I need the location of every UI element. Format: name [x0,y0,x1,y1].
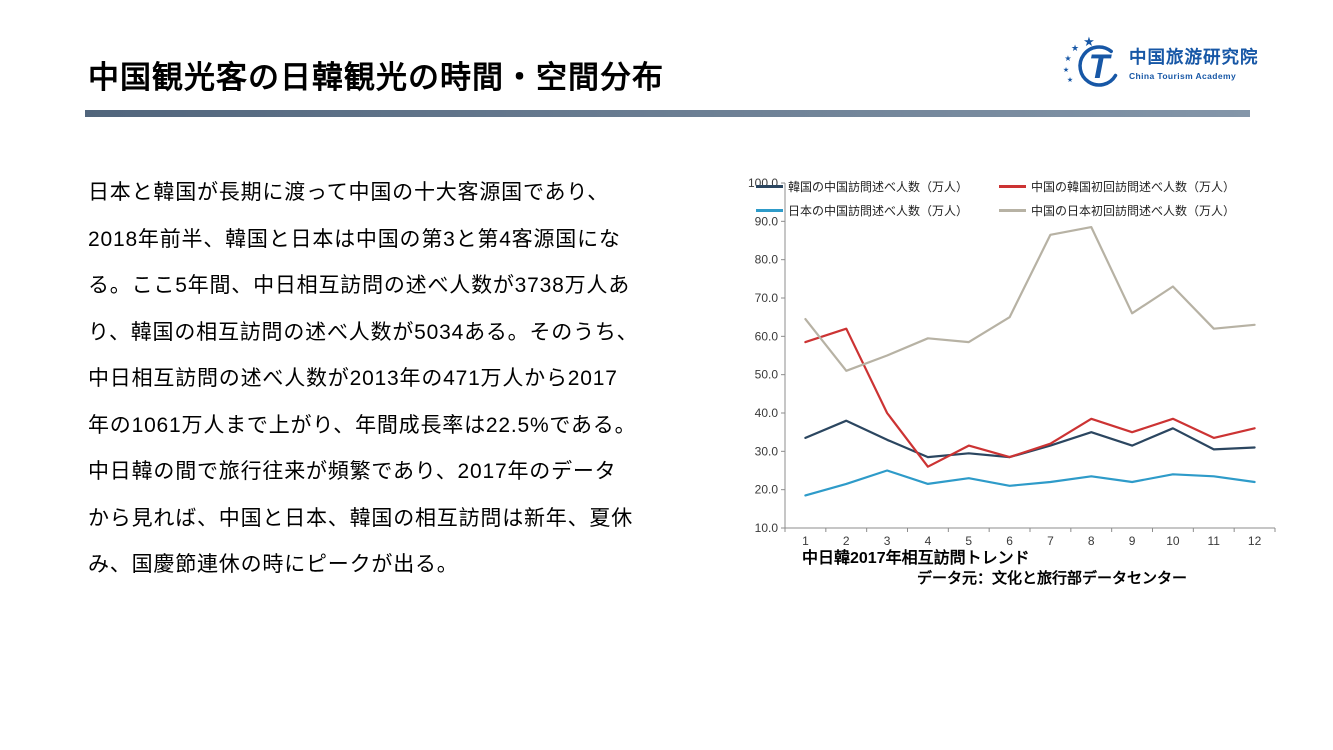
trend-chart-area: 10.0 20.0 30.0 40.0 50.0 60.0 70.0 80.0 90.0 100.… [732,172,1297,602]
logo-org-name-cn: 中国旅游研究院 [1129,47,1259,67]
page-title: 中国観光客の日韓観光の時間・空間分布 [88,60,664,95]
x-tick-label: 1 [802,534,809,548]
body-line: 中日韓の間で旅行往来が頻繁であり、2017年のデータ [88,460,617,483]
legend-label: 中国の日本初回訪問述べ人数（万人） [1031,204,1236,218]
series-line-3 [804,469,1256,497]
x-tick-label: 9 [1129,534,1136,548]
logo-org-name-en: China Tourism Academy [1129,71,1237,81]
chart-source-note: データ元：文化と旅行部データセンター [917,570,1188,587]
y-tick-label: 10.0 [755,521,779,535]
x-tick-label: 7 [1047,534,1054,548]
title-underline-bar [85,110,1250,117]
body-line: 年の1061万人まで上がり、年間成長率は22.5%である。 [88,413,637,437]
x-tick-label: 2 [843,534,850,548]
x-tick-label: 10 [1166,534,1180,548]
legend-label: 日本の中国訪問述べ人数（万人） [788,204,969,218]
chart-caption: 中日韓2017年相互訪問トレンド [802,550,1030,567]
legend-line-swatch [756,185,783,188]
y-tick-label: 40.0 [755,406,779,420]
body-line: み、国慶節連休の時にピークが出る。 [88,553,459,576]
x-tick-label: 4 [925,534,932,548]
body-line: る。ここ5年間、中日相互訪問の述べ人数が3738万人あ [88,274,630,297]
legend-item-3: 日本の中国訪問述べ人数（万人） [756,202,999,219]
y-tick-label: 70.0 [755,291,779,305]
logo-star-icon: ★ [1067,76,1073,84]
trend-line-chart: 10.020.030.040.050.060.070.080.090.0100.… [748,176,1276,548]
body-text: 日本と韓国が長期に渡って中国の十大客源国であり、 2018年前半、韓国と日本は中… [88,170,713,589]
x-tick-label: 8 [1088,534,1095,548]
body-line: 中日相互訪問の述べ人数が2013年の471万人から2017 [88,367,618,390]
y-tick-label: 90.0 [755,214,779,228]
china-tourism-academy-logo: T ★ ★ ★ ★ ★ 中国旅游研究院 China Tourism Academ… [1060,34,1259,92]
logo-star-icon: ★ [1064,54,1071,63]
logo-star-icon: ★ [1063,66,1069,74]
legend-line-swatch [756,209,783,212]
y-tick-label: 60.0 [755,329,779,343]
legend-label: 韓国の中国訪問述べ人数（万人） [788,180,969,194]
body-line: り、韓国の相互訪問の述べ人数が5034ある。そのうち、 [88,320,639,344]
legend-item-2: 中国の韓国初回訪問述べ人数（万人） [999,178,1235,195]
legend-label: 中国の韓国初回訪問述べ人数（万人） [1031,180,1236,194]
x-tick-label: 6 [1006,534,1013,548]
x-tick-label: 3 [884,534,891,548]
series-line-2 [804,327,1256,468]
y-tick-label: 20.0 [755,483,779,497]
legend-item-1: 韓国の中国訪問述べ人数（万人） [756,178,999,195]
logo-star-icon: ★ [1083,34,1095,49]
x-tick-label: 12 [1248,534,1262,548]
body-line: 日本と韓国が長期に渡って中国の十大客源国であり、 [88,181,610,204]
tourism-academy-emblem-icon: T ★ ★ ★ ★ ★ [1063,34,1118,87]
logo-t-letter: T [1089,48,1113,86]
body-line: 2018年前半、韓国と日本は中国の第3と第4客源国にな [88,227,621,251]
y-tick-label: 50.0 [755,368,779,382]
legend-line-swatch [999,185,1026,188]
series-line-4 [804,225,1256,372]
legend-item-4: 中国の日本初回訪問述べ人数（万人） [999,202,1235,219]
body-line: から見れば、中国と日本、韓国の相互訪問は新年、夏休 [88,506,633,530]
y-tick-label: 30.0 [755,444,779,458]
x-tick-label: 5 [965,534,972,548]
x-tick-label: 11 [1208,534,1221,548]
logo-text-block: 中国旅游研究院 China Tourism Academy [1129,47,1259,81]
logo-star-icon: ★ [1071,43,1079,53]
legend-line-swatch [999,209,1026,212]
chart-legend: 韓国の中国訪問述べ人数（万人） 中国の韓国初回訪問述べ人数（万人） 日本の中国訪問述… [756,178,1235,219]
y-tick-label: 80.0 [755,253,779,267]
